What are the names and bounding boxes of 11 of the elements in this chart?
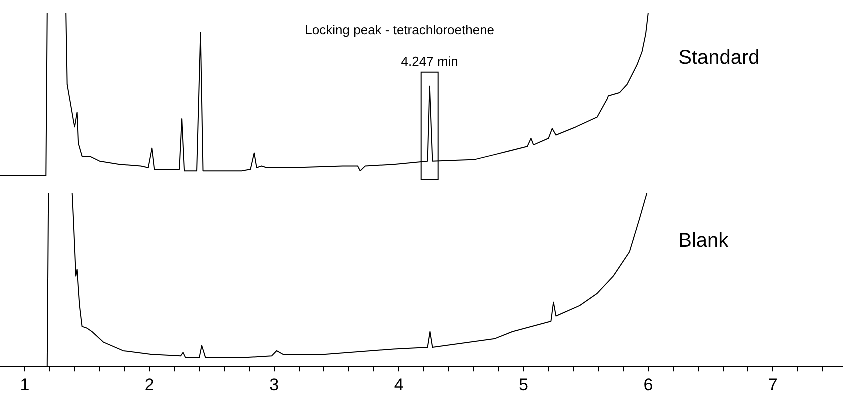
x-tick-label: 7 [768, 375, 778, 394]
x-tick-label: 6 [644, 375, 654, 394]
x-tick-label: 4 [394, 375, 404, 394]
annotation: Locking peak - tetrachloroethene [305, 22, 495, 38]
x-tick-label: 5 [519, 375, 528, 394]
series-label: Blank [678, 230, 730, 252]
x-tick-label: 3 [270, 375, 280, 394]
x-tick-label: 2 [144, 375, 154, 394]
annotation: 4.247 min [401, 54, 458, 69]
x-tick-label: 1 [20, 375, 30, 394]
series-label: Standard [678, 47, 760, 70]
